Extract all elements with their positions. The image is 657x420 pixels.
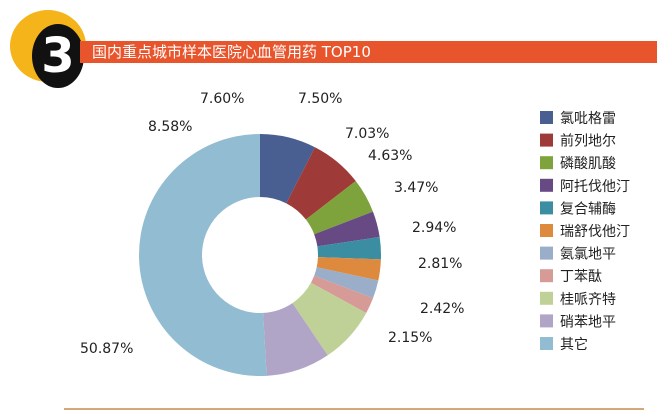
legend-swatch: [540, 156, 553, 170]
chart-title: 国内重点城市样本医院心血管用药 TOP10: [92, 43, 371, 61]
legend-swatch: [540, 178, 553, 192]
legend-swatch: [540, 291, 553, 305]
slice-10: [263, 303, 328, 376]
slice-3: [305, 181, 373, 235]
slice-1: [260, 134, 315, 204]
bottom-divider: [64, 408, 644, 410]
legend-label: 氯吡格雷: [560, 111, 616, 127]
slice-9: [292, 282, 367, 356]
title-bar: 国内重点城市样本医院心血管用药 TOP10: [80, 41, 657, 63]
legend-swatch: [540, 111, 553, 124]
legend-swatch: [540, 133, 553, 147]
legend-label: 其它: [560, 336, 588, 353]
slice-2: [286, 147, 356, 220]
slice-11: [139, 134, 267, 376]
legend-label: 磷酸肌酸: [560, 156, 616, 172]
data-label: 3.47%: [394, 180, 438, 196]
legend-swatch: [540, 269, 553, 283]
legend-label: 阿托伐他汀: [560, 179, 630, 195]
slice-6: [316, 257, 381, 281]
legend-label: 瑞舒伐他汀: [560, 224, 630, 240]
data-label: 7.03%: [345, 126, 389, 142]
slice-8: [310, 275, 374, 313]
data-label: 2.15%: [388, 330, 432, 346]
legend-label: 硝苯地平: [560, 313, 616, 330]
slice-7: [314, 267, 379, 299]
legend-swatch: [540, 246, 553, 260]
badge-number: 3: [32, 24, 84, 88]
legend-label: 前列地尔: [560, 133, 616, 150]
slice-4: [314, 211, 380, 247]
data-label: 7.50%: [298, 91, 342, 107]
data-label: 2.81%: [418, 256, 462, 272]
header: 3 国内重点城市样本医院心血管用药 TOP10: [0, 0, 657, 90]
number-badge: 3: [10, 10, 86, 88]
legend-swatch: [540, 224, 553, 237]
legend-label: 桂哌齐特: [560, 291, 616, 308]
legend-label: 氨氯地平: [560, 247, 616, 263]
data-label: 2.94%: [412, 220, 456, 236]
data-label: 2.42%: [420, 301, 464, 317]
slice-5: [317, 237, 381, 260]
legend-label: 丁苯酞: [560, 268, 602, 285]
data-label: 4.63%: [368, 148, 412, 164]
legend-swatch: [540, 337, 553, 350]
legend-swatch: [540, 201, 553, 215]
data-label: 8.58%: [148, 119, 192, 135]
legend-swatch: [540, 314, 553, 328]
data-label: 7.60%: [200, 91, 244, 107]
legend-label: 复合辅酶: [560, 200, 616, 217]
data-label: 50.87%: [80, 341, 133, 357]
